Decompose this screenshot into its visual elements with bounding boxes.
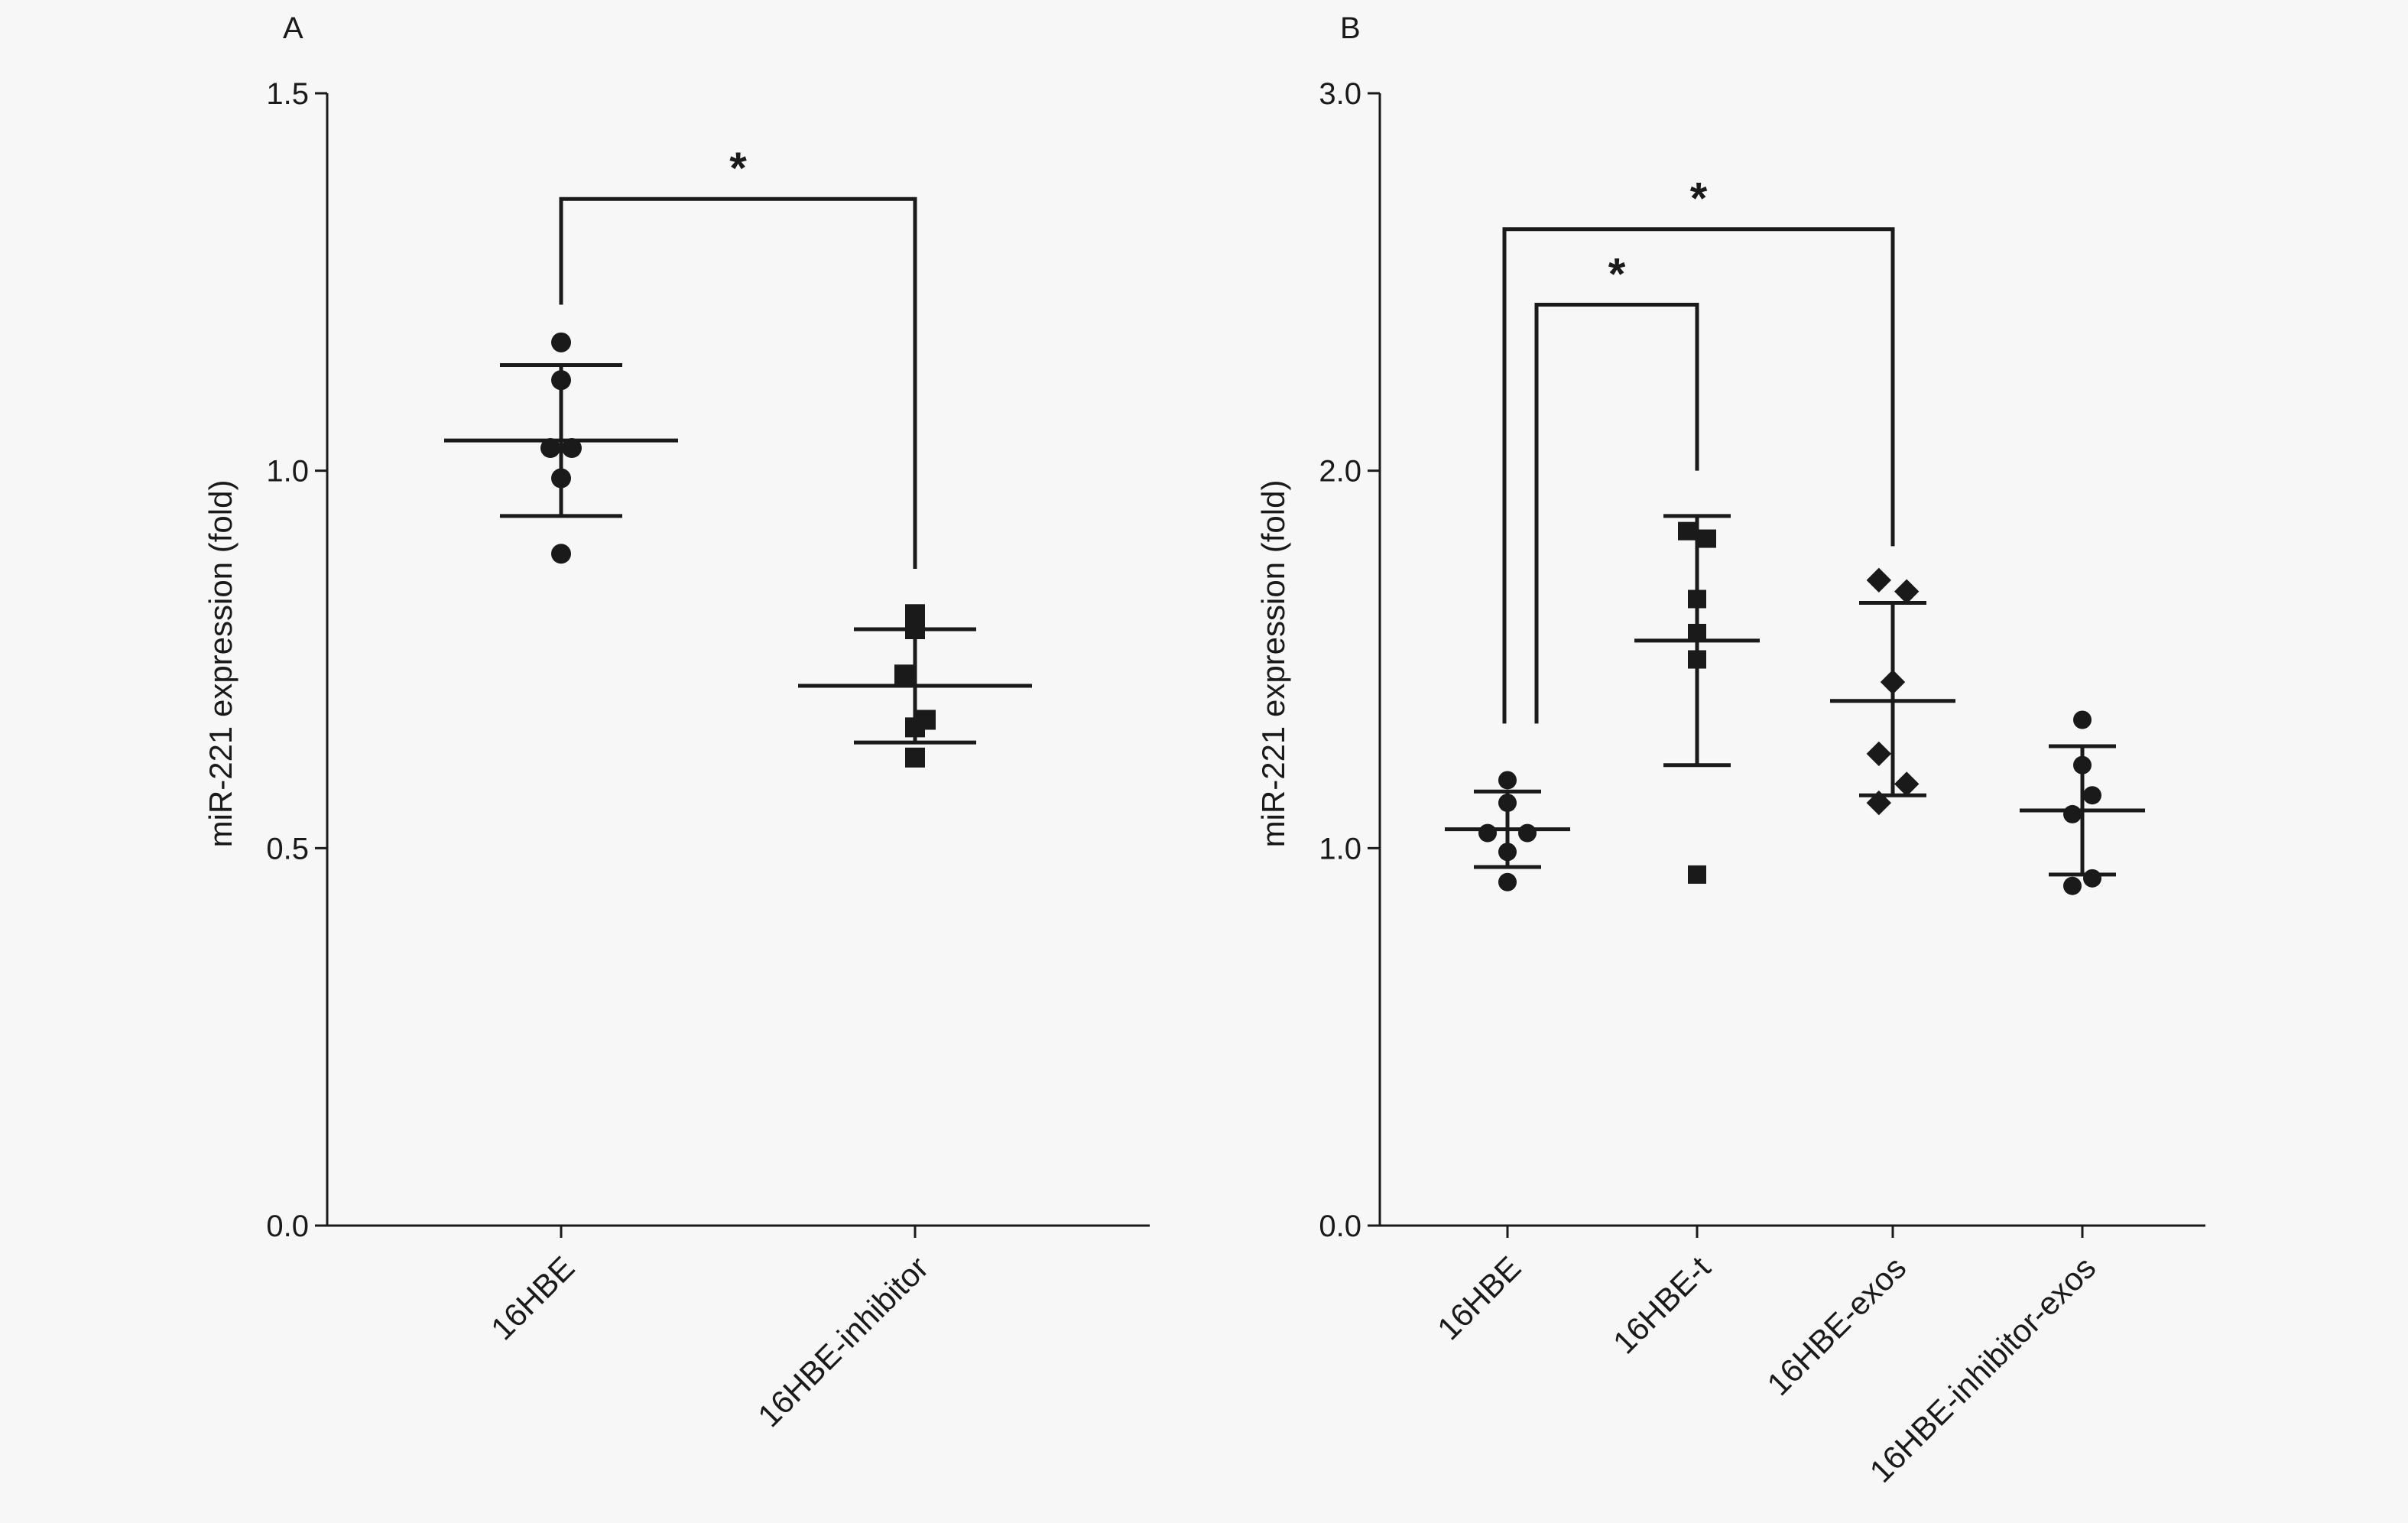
data-point-circle (1498, 771, 1517, 790)
data-point-circle (1478, 823, 1497, 843)
data-point-square (1688, 623, 1706, 642)
data-point-square (1688, 589, 1706, 609)
x-category-label: 16HBE-exos (1760, 1249, 1913, 1402)
x-categories-a: 16HBE 16HBE-inhibitor (484, 1226, 935, 1434)
data-point-circle (2083, 869, 2101, 888)
significance-star: * (729, 144, 747, 193)
data-point-square (1698, 529, 1716, 548)
data-point-circle (1498, 843, 1517, 862)
data-point-square (1688, 650, 1706, 669)
data-point-diamond (1880, 669, 1906, 695)
y-axis-title-b: miR-221 expression (fold) (1255, 480, 1291, 848)
significance-star: * (1690, 174, 1708, 224)
data-point-diamond (1866, 567, 1891, 593)
y-ticks-a: 0.0 0.5 1.0 1.5 (266, 77, 327, 1243)
data-point-square (905, 619, 925, 640)
panel-label-b: B (1340, 11, 1361, 45)
y-tick-label: 1.0 (1319, 832, 1361, 865)
data-point-circle (551, 332, 571, 352)
y-axis-title-a: miR-221 expression (fold) (203, 480, 239, 848)
data-point-circle (540, 438, 560, 459)
y-ticks-b: 0.0 1.0 2.0 3.0 (1319, 77, 1380, 1243)
y-tick-label: 0.0 (266, 1210, 309, 1243)
data-point-square (1678, 521, 1696, 541)
y-tick-label: 2.0 (1319, 455, 1361, 489)
x-categories-b: 16HBE 16HBE-t 16HBE-exos16HBE-inhibitor-ex… (1430, 1226, 2102, 1489)
data-point-diamond (1866, 741, 1891, 767)
data-point-circle (1498, 794, 1517, 813)
x-category-label: 16HBE (1430, 1249, 1527, 1346)
significance-bracket (1502, 227, 1895, 724)
data-point-diamond (1894, 579, 1920, 604)
y-tick-label: 1.0 (266, 455, 309, 489)
data-points-a (540, 332, 936, 768)
data-point-circle (551, 468, 571, 489)
x-category-label: 16HBE (484, 1249, 581, 1346)
panel-b: B miR-221 expression (fold) 0.0 1.0 2.0 3.0… (1255, 11, 2205, 1489)
y-tick-label: 0.5 (266, 832, 309, 865)
axes-a (326, 93, 1150, 1227)
data-point-circle (551, 370, 571, 391)
data-point-square (905, 717, 925, 738)
y-tick-label: 0.0 (1319, 1210, 1361, 1243)
data-point-square (1688, 865, 1706, 884)
panel-a: A miR-221 expression (fold) 0.0 0.5 1.0 1.5… (203, 11, 1150, 1434)
data-point-circle (2063, 804, 2082, 823)
data-point-square (905, 747, 925, 768)
significance-bracket (1534, 302, 1699, 724)
data-point-diamond (1894, 771, 1920, 797)
axes-b (1378, 93, 2205, 1227)
data-point-circle (562, 438, 582, 459)
panel-label-a: A (283, 11, 303, 45)
data-point-circle (2073, 755, 2092, 774)
data-points-b (1478, 521, 2101, 895)
mean-sd-bars-a (444, 362, 1032, 745)
data-point-circle (1518, 823, 1537, 843)
data-point-diamond (1866, 790, 1891, 816)
data-point-circle (551, 544, 571, 564)
significance-brackets-a: * (559, 144, 917, 570)
x-category-label: 16HBE-inhibitor (751, 1249, 935, 1434)
data-point-circle (2063, 876, 2082, 895)
data-point-circle (2073, 710, 2092, 729)
y-tick-label: 3.0 (1319, 77, 1361, 111)
data-point-circle (2083, 786, 2101, 805)
x-category-label: 16HBE-t (1606, 1249, 1718, 1361)
data-point-circle (1498, 872, 1517, 891)
significance-bracket (559, 196, 917, 570)
significance-brackets-b: ** (1502, 174, 1895, 724)
mean-sd-bars-b (1445, 514, 2145, 877)
significance-star: * (1608, 249, 1626, 299)
data-point-square (894, 664, 914, 685)
y-tick-label: 1.5 (266, 77, 309, 111)
